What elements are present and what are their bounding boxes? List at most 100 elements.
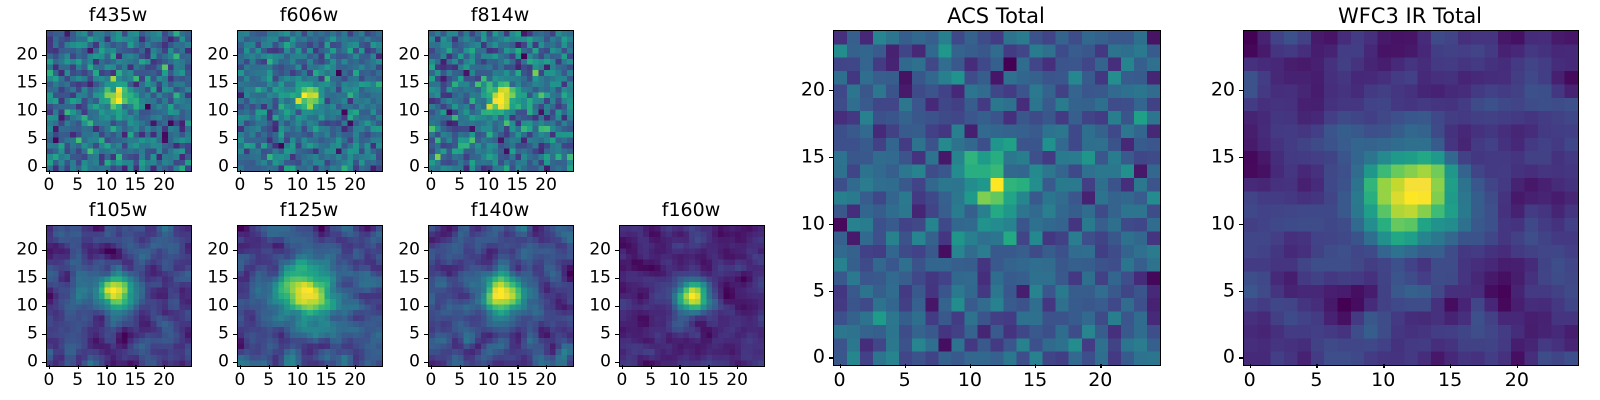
x-tick-f435w-20 xyxy=(164,170,166,174)
panel-f606w: f606w 0 5 10 15 20 0 5 10 15 20 xyxy=(177,0,383,200)
y-tick-label-f125w-10: 10 xyxy=(207,295,229,316)
heatmap-image-f140w xyxy=(429,226,573,366)
x-tick-label-wfc3-ir-total-5: 5 xyxy=(1310,369,1323,391)
y-tick-label-f606w-0: 0 xyxy=(218,156,229,177)
x-tick-f606w-20 xyxy=(355,170,357,174)
x-tick-f814w-20 xyxy=(546,170,548,174)
x-tick-label-wfc3-ir-total-10: 10 xyxy=(1371,369,1396,391)
panel-f160w: f160w 0 5 10 15 20 0 5 10 15 20 xyxy=(559,195,765,395)
x-tick-label-f435w-5: 5 xyxy=(72,175,84,195)
x-tick-acs-total-20 xyxy=(1100,364,1102,368)
x-tick-wfc3-ir-total-5 xyxy=(1316,364,1318,368)
x-tick-acs-total-15 xyxy=(1035,364,1037,368)
y-tick-f105w-5 xyxy=(42,334,46,336)
x-tick-f140w-20 xyxy=(546,365,548,369)
x-tick-wfc3-ir-total-15 xyxy=(1450,364,1452,368)
y-tick-acs-total-5 xyxy=(829,290,833,292)
y-tick-label-f606w-10: 10 xyxy=(207,100,229,121)
panel-acs-total: ACS Total 0 5 10 15 20 0 5 10 15 20 xyxy=(773,0,1161,394)
x-tick-label-f160w-20: 20 xyxy=(726,370,748,390)
heatmap-image-f435w xyxy=(47,31,191,171)
x-tick-f125w-10 xyxy=(297,365,299,369)
y-tick-f160w-0 xyxy=(615,362,619,364)
y-tick-f435w-20 xyxy=(42,55,46,57)
y-tick-label-f160w-15: 15 xyxy=(589,267,611,288)
heatmap-image-f125w xyxy=(238,226,382,366)
y-tick-label-f140w-0: 0 xyxy=(409,351,420,372)
y-tick-label-f606w-15: 15 xyxy=(207,72,229,93)
panel-f814w: f814w 0 5 10 15 20 0 5 10 15 20 xyxy=(368,0,574,200)
y-tick-label-f140w-10: 10 xyxy=(398,295,420,316)
y-tick-label-f125w-15: 15 xyxy=(207,267,229,288)
y-tick-label-wfc3-ir-total-10: 10 xyxy=(1210,212,1235,235)
x-tick-f105w-0 xyxy=(48,365,51,369)
x-tick-label-f105w-10: 10 xyxy=(95,370,118,390)
panel-f105w: f105w 0 5 10 15 20 0 5 10 15 20 xyxy=(0,195,192,395)
y-tick-label-f125w-20: 20 xyxy=(207,239,229,260)
x-tick-label-f140w-0: 0 xyxy=(425,370,437,390)
y-tick-label-f435w-15: 15 xyxy=(16,72,38,93)
heatmap-axes-f140w xyxy=(428,225,574,367)
panel-title-f125w: f125w xyxy=(279,199,339,221)
x-tick-label-f814w-5: 5 xyxy=(454,175,466,195)
y-tick-f160w-15 xyxy=(615,278,619,280)
y-tick-f125w-0 xyxy=(233,362,237,364)
y-tick-f814w-10 xyxy=(424,111,428,113)
x-tick-label-f140w-15: 15 xyxy=(506,370,529,390)
y-tick-label-f435w-20: 20 xyxy=(16,44,38,65)
x-tick-f125w-0 xyxy=(239,365,242,369)
y-tick-f140w-20 xyxy=(424,250,428,252)
x-tick-label-wfc3-ir-total-15: 15 xyxy=(1437,369,1463,391)
y-tick-f606w-20 xyxy=(233,55,237,57)
x-tick-label-wfc3-ir-total-0: 0 xyxy=(1243,369,1256,391)
x-tick-label-acs-total-20: 20 xyxy=(1088,369,1113,391)
x-tick-f160w-20 xyxy=(737,365,739,369)
y-tick-label-acs-total-15: 15 xyxy=(800,145,825,168)
y-tick-f814w-15 xyxy=(424,83,428,85)
y-tick-f160w-5 xyxy=(615,334,619,336)
y-tick-f105w-10 xyxy=(42,306,46,308)
x-tick-f435w-5 xyxy=(77,170,79,174)
y-tick-f606w-15 xyxy=(233,83,237,85)
x-tick-label-f606w-10: 10 xyxy=(286,175,309,195)
y-tick-f105w-20 xyxy=(42,250,46,252)
y-tick-label-f105w-5: 5 xyxy=(27,323,38,344)
x-tick-label-f125w-5: 5 xyxy=(263,370,275,390)
y-tick-f125w-10 xyxy=(233,306,237,308)
panel-title-f606w: f606w xyxy=(279,4,339,26)
x-tick-f105w-15 xyxy=(135,365,137,369)
x-tick-label-f140w-20: 20 xyxy=(535,370,557,390)
x-tick-label-acs-total-0: 0 xyxy=(833,369,846,391)
y-tick-label-f105w-15: 15 xyxy=(16,267,38,288)
y-tick-acs-total-15 xyxy=(829,156,833,159)
y-tick-f435w-10 xyxy=(42,111,46,113)
heatmap-axes-wfc3-ir-total xyxy=(1243,30,1579,366)
x-tick-f606w-5 xyxy=(268,170,270,174)
panel-wfc3-ir-total: WFC3 IR Total 0 5 10 15 20 0 5 10 15 20 xyxy=(1183,0,1579,394)
heatmap-image-f814w xyxy=(429,31,573,171)
panel-title-f814w: f814w xyxy=(470,4,530,26)
y-tick-label-f140w-15: 15 xyxy=(398,267,420,288)
x-tick-label-f125w-20: 20 xyxy=(344,370,366,390)
x-tick-f140w-0 xyxy=(430,365,433,369)
y-tick-f160w-10 xyxy=(615,306,619,308)
panel-title-wfc3-ir-total: WFC3 IR Total xyxy=(1337,4,1483,28)
x-tick-f160w-5 xyxy=(650,365,652,369)
y-tick-f140w-15 xyxy=(424,278,428,280)
heatmap-image-f105w xyxy=(47,226,191,366)
x-tick-f814w-10 xyxy=(488,170,490,174)
heatmap-image-f160w xyxy=(620,226,764,366)
x-tick-label-f435w-20: 20 xyxy=(153,175,175,195)
y-tick-f125w-15 xyxy=(233,278,237,280)
y-tick-label-f814w-5: 5 xyxy=(409,128,420,149)
x-tick-f105w-10 xyxy=(106,365,108,369)
heatmap-axes-f814w xyxy=(428,30,574,172)
y-tick-f140w-0 xyxy=(424,362,428,364)
y-tick-label-f160w-0: 0 xyxy=(600,351,611,372)
heatmap-image-f606w xyxy=(238,31,382,171)
x-tick-label-acs-total-10: 10 xyxy=(957,369,982,391)
x-tick-label-f125w-0: 0 xyxy=(234,370,246,390)
y-tick-label-f160w-5: 5 xyxy=(600,323,611,344)
x-tick-f105w-5 xyxy=(77,365,79,369)
panel-title-f435w: f435w xyxy=(88,4,148,26)
